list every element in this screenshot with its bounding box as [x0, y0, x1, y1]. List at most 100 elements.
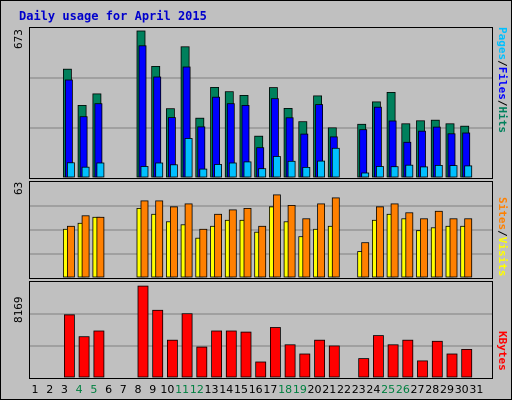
bar-pages-day-12: [199, 168, 208, 178]
x-label-day-21: 21: [322, 383, 337, 396]
legend-sep-2: /: [496, 99, 509, 107]
y-max-label-kbytes: 8169: [12, 296, 25, 324]
bar-pages-day-27: [420, 166, 428, 178]
bar-kbytes-day-26: [402, 339, 414, 378]
bar-sites-day-14: [228, 209, 237, 278]
bar-kbytes-day-30: [461, 349, 473, 378]
x-label-day-17: 17: [263, 383, 278, 396]
bar-pages-day-23: [361, 172, 370, 178]
panel-visits-sites: [29, 181, 493, 279]
bar-kbytes-day-9: [152, 309, 164, 378]
bar-kbytes-day-24: [372, 335, 384, 378]
bar-pages-day-28: [434, 164, 443, 178]
bar-pages-day-16: [258, 168, 267, 178]
bar-sites-day-16: [258, 225, 267, 278]
bar-kbytes-day-27: [417, 360, 428, 378]
x-label-day-18: 18: [278, 383, 293, 396]
bar-sites-day-10: [169, 206, 178, 278]
y-max-label-visits: 63: [12, 181, 25, 195]
x-label-day-29: 29: [439, 383, 454, 396]
legend-sep-1: /: [496, 60, 509, 67]
panel-hits-files-pages: [29, 27, 493, 179]
bar-sites-day-11: [184, 203, 193, 278]
x-label-day-7: 7: [119, 383, 127, 396]
legend-visits-panel: Sites/Visits: [496, 197, 509, 277]
panel-kbytes: [29, 281, 493, 379]
legend-hits-panel: Pages/Files/Hits: [496, 27, 509, 133]
bar-pages-day-13: [214, 164, 223, 178]
bar-files-day-23: [359, 129, 368, 178]
bar-pages-day-5: [96, 162, 105, 178]
bar-kbytes-day-17: [269, 327, 281, 378]
bar-pages-day-26: [405, 164, 414, 178]
bar-pages-day-17: [272, 156, 281, 178]
x-label-day-31: 31: [469, 383, 484, 396]
x-label-day-10: 10: [160, 383, 175, 396]
bar-pages-day-29: [449, 165, 458, 178]
bar-sites-day-26: [405, 212, 414, 278]
chart-title: Daily usage for April 2015: [19, 9, 207, 23]
bar-sites-day-30: [464, 218, 473, 278]
bar-pages-day-11: [184, 138, 193, 178]
x-label-day-2: 2: [46, 383, 54, 396]
bar-sites-day-13: [214, 213, 223, 278]
x-label-day-26: 26: [395, 383, 410, 396]
hits-chart-svg: [30, 30, 492, 178]
x-label-day-11: 11: [175, 383, 190, 396]
bar-kbytes-day-11: [181, 313, 193, 378]
x-label-day-27: 27: [410, 383, 425, 396]
bar-pages-day-20: [317, 160, 326, 178]
bar-kbytes-day-10: [166, 339, 178, 378]
x-label-day-24: 24: [366, 383, 381, 396]
bar-sites-day-28: [434, 210, 443, 278]
bar-pages-day-9: [155, 162, 164, 178]
x-label-day-15: 15: [233, 383, 248, 396]
bar-kbytes-day-16: [255, 361, 267, 378]
y-max-label-hits: 673: [12, 29, 25, 49]
bar-sites-day-18: [287, 204, 296, 278]
bar-kbytes-day-29: [446, 353, 458, 378]
bar-pages-day-15: [243, 161, 252, 178]
x-label-day-4: 4: [75, 383, 83, 396]
bar-files-day-8: [138, 45, 147, 178]
legend-sites: Sites: [496, 197, 509, 231]
bar-kbytes-day-23: [358, 358, 370, 378]
bar-kbytes-day-8: [137, 285, 149, 378]
legend-sep-3: /: [496, 230, 509, 237]
x-label-day-16: 16: [248, 383, 263, 396]
legend-kbytes-panel: KBytes: [496, 331, 509, 371]
x-label-day-13: 13: [204, 383, 219, 396]
bar-sites-day-8: [140, 200, 149, 278]
kbytes-chart-svg: [30, 285, 492, 378]
bar-kbytes-day-18: [284, 344, 296, 378]
bar-sites-day-24: [375, 206, 384, 278]
bar-sites-day-19: [302, 218, 311, 278]
bar-pages-day-8: [140, 166, 149, 178]
legend-pages: Pages: [496, 27, 509, 61]
x-label-day-5: 5: [90, 383, 98, 396]
bar-kbytes-day-28: [431, 340, 443, 378]
x-label-day-25: 25: [381, 383, 396, 396]
bar-pages-day-4: [81, 166, 90, 178]
legend-files: Files: [496, 66, 509, 100]
bar-pages-day-21: [331, 147, 340, 178]
bar-pages-day-25: [390, 166, 399, 178]
bar-sites-day-4: [81, 215, 90, 278]
x-label-day-14: 14: [219, 383, 234, 396]
x-label-day-3: 3: [60, 383, 68, 396]
bar-pages-day-14: [228, 162, 237, 178]
bar-kbytes-day-13: [211, 330, 223, 378]
bar-sites-day-29: [449, 218, 458, 278]
bar-kbytes-day-25: [387, 344, 399, 378]
bar-sites-day-15: [243, 207, 252, 278]
bar-kbytes-day-12: [196, 346, 208, 378]
x-label-day-6: 6: [105, 383, 113, 396]
bar-pages-day-10: [169, 164, 178, 178]
bar-files-day-9: [153, 76, 162, 178]
x-label-day-23: 23: [351, 383, 366, 396]
bar-sites-day-23: [361, 242, 370, 278]
bar-kbytes-day-14: [225, 330, 237, 378]
bar-sites-day-9: [155, 200, 164, 278]
legend-hits: Hits: [496, 106, 509, 134]
